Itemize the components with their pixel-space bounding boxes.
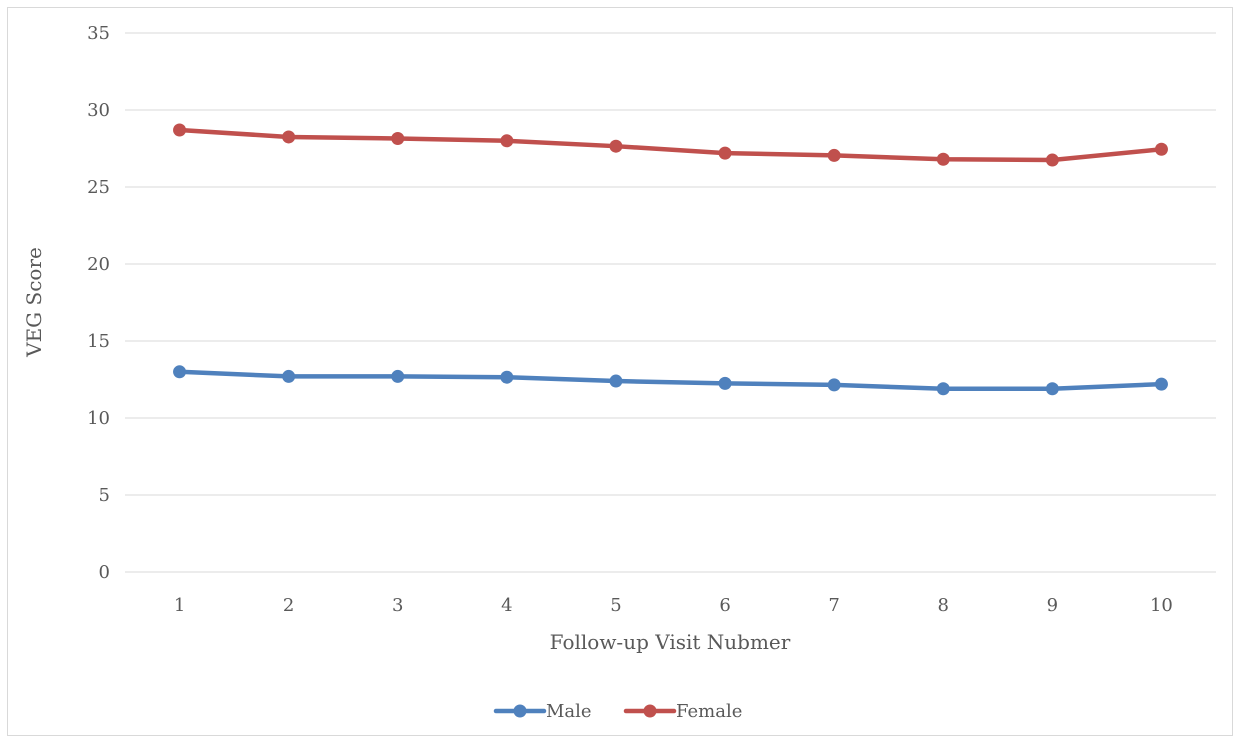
data-point: [391, 131, 405, 145]
y-tick-label: 0: [99, 562, 110, 583]
series-lines: [173, 123, 1168, 396]
y-tick-label: 10: [87, 408, 110, 429]
x-tick-label: 5: [610, 595, 621, 616]
y-tick-label: 15: [87, 331, 110, 352]
legend: Male Female: [493, 701, 742, 722]
data-point: [1045, 382, 1059, 396]
x-tick-label: 8: [938, 595, 949, 616]
data-point: [718, 146, 732, 160]
y-tick-label: 20: [87, 254, 110, 275]
y-tick-label: 25: [87, 177, 110, 198]
x-tick-label: 7: [828, 595, 839, 616]
gridlines: [125, 32, 1216, 573]
x-tick-label: 4: [501, 595, 512, 616]
legend-label: Male: [546, 701, 592, 722]
x-tick-label: 10: [1150, 595, 1173, 616]
data-point: [500, 134, 514, 148]
legend-item-female: Female: [623, 701, 742, 722]
data-point: [1154, 142, 1168, 156]
x-axis-ticks: 1 2 3 4 5 6 7 8 9 10: [174, 595, 1173, 616]
series-female: [173, 123, 1168, 167]
y-tick-label: 35: [87, 23, 110, 44]
line-chart: 0 5 10 15 20 25 30 35 1 2 3 4 5 6 7 8 9 10 VEG Score Fol…: [22, 23, 1216, 722]
series-line: [177, 369, 1164, 391]
legend-swatch-marker: [643, 704, 657, 718]
series-line: [177, 127, 1164, 163]
series-male: [173, 365, 1168, 396]
x-tick-label: 1: [174, 595, 185, 616]
y-tick-label: 5: [99, 485, 110, 506]
data-point: [718, 376, 732, 390]
data-point: [827, 148, 841, 162]
y-axis-ticks: 0 5 10 15 20 25 30 35: [87, 23, 110, 583]
data-point: [609, 139, 623, 153]
data-point: [1154, 377, 1168, 391]
legend-swatch-marker: [513, 704, 527, 718]
legend-item-male: Male: [493, 701, 592, 722]
data-point: [936, 152, 950, 166]
data-point: [173, 365, 187, 379]
data-point: [282, 130, 296, 144]
x-tick-label: 3: [392, 595, 403, 616]
y-axis-title: VEG Score: [22, 247, 46, 358]
legend-label: Female: [676, 701, 742, 722]
x-axis-title: Follow-up Visit Nubmer: [550, 630, 791, 654]
y-tick-label: 30: [87, 100, 110, 121]
data-point: [391, 369, 405, 383]
data-point: [282, 369, 296, 383]
data-point: [173, 123, 187, 137]
x-tick-label: 2: [283, 595, 294, 616]
data-point: [936, 382, 950, 396]
data-point: [1045, 153, 1059, 167]
data-point: [609, 374, 623, 388]
data-point: [827, 378, 841, 392]
chart-frame: 0 5 10 15 20 25 30 35 1 2 3 4 5 6 7 8 9 10 VEG Score Fol…: [7, 7, 1233, 736]
data-point: [500, 370, 514, 384]
x-tick-label: 9: [1047, 595, 1058, 616]
x-tick-label: 6: [719, 595, 730, 616]
